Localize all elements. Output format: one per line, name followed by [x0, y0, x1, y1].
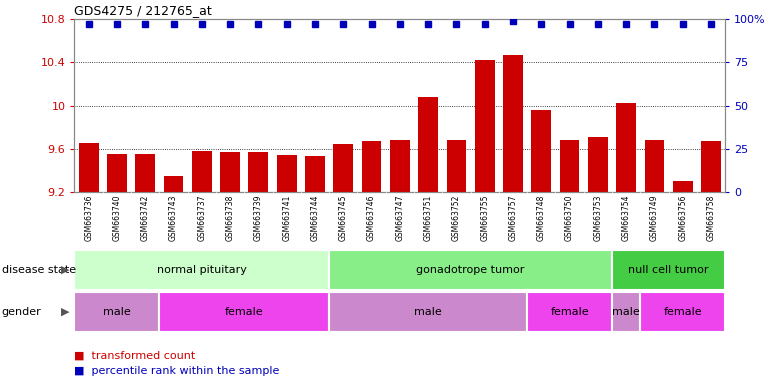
Bar: [673, 181, 692, 192]
Bar: [612, 250, 725, 290]
Bar: [164, 176, 183, 192]
Text: GSM663748: GSM663748: [537, 195, 546, 241]
Text: gender: gender: [2, 307, 42, 317]
Text: GSM663750: GSM663750: [565, 195, 574, 241]
Text: female: female: [663, 307, 702, 317]
Bar: [644, 140, 664, 192]
Bar: [527, 292, 612, 332]
Text: GSM663739: GSM663739: [254, 195, 263, 241]
Bar: [329, 292, 527, 332]
Bar: [390, 140, 410, 192]
Text: GSM663740: GSM663740: [112, 195, 122, 241]
Bar: [277, 155, 296, 192]
Bar: [249, 152, 268, 192]
Bar: [447, 140, 466, 192]
Text: GSM663738: GSM663738: [226, 195, 234, 241]
Bar: [475, 60, 495, 192]
Text: GSM663757: GSM663757: [509, 195, 517, 241]
Bar: [159, 292, 329, 332]
Text: GSM663744: GSM663744: [310, 195, 319, 241]
Text: GSM663747: GSM663747: [395, 195, 405, 241]
Text: GSM663755: GSM663755: [481, 195, 489, 241]
Text: normal pituitary: normal pituitary: [157, 265, 247, 275]
Bar: [701, 141, 721, 192]
Bar: [333, 144, 353, 192]
Text: GSM663736: GSM663736: [84, 195, 93, 241]
Text: female: female: [550, 307, 589, 317]
Text: GSM663756: GSM663756: [678, 195, 688, 241]
Bar: [588, 137, 608, 192]
Bar: [616, 103, 636, 192]
Bar: [136, 154, 155, 192]
Text: GSM663737: GSM663737: [198, 195, 206, 241]
Text: GSM663743: GSM663743: [169, 195, 178, 241]
Text: gonadotrope tumor: gonadotrope tumor: [416, 265, 524, 275]
Text: null cell tumor: null cell tumor: [628, 265, 709, 275]
Text: GSM663749: GSM663749: [650, 195, 659, 241]
Text: ■  transformed count: ■ transformed count: [74, 350, 196, 360]
Bar: [503, 55, 523, 192]
Bar: [329, 250, 612, 290]
Bar: [74, 292, 159, 332]
Bar: [192, 151, 212, 192]
Text: GSM663752: GSM663752: [452, 195, 461, 241]
Text: GSM663758: GSM663758: [706, 195, 716, 241]
Bar: [107, 154, 127, 192]
Text: male: male: [414, 307, 442, 317]
Text: GSM663751: GSM663751: [423, 195, 433, 241]
Bar: [361, 141, 382, 192]
Bar: [220, 152, 240, 192]
Text: female: female: [225, 307, 263, 317]
Text: GSM663746: GSM663746: [367, 195, 376, 241]
Bar: [78, 143, 99, 192]
Text: GSM663745: GSM663745: [339, 195, 348, 241]
Text: GSM663741: GSM663741: [282, 195, 291, 241]
Text: GSM663742: GSM663742: [140, 195, 150, 241]
Text: GDS4275 / 212765_at: GDS4275 / 212765_at: [74, 3, 212, 17]
Text: disease state: disease state: [2, 265, 76, 275]
Bar: [305, 156, 325, 192]
Bar: [641, 292, 725, 332]
Text: GSM663753: GSM663753: [593, 195, 602, 241]
Text: male: male: [612, 307, 640, 317]
Text: ▶: ▶: [61, 307, 70, 317]
Bar: [612, 292, 641, 332]
Bar: [532, 110, 551, 192]
Text: GSM663754: GSM663754: [622, 195, 630, 241]
Text: male: male: [103, 307, 131, 317]
Bar: [418, 97, 438, 192]
Text: ▶: ▶: [61, 265, 70, 275]
Text: ■  percentile rank within the sample: ■ percentile rank within the sample: [74, 366, 280, 376]
Bar: [560, 140, 579, 192]
Bar: [74, 250, 329, 290]
